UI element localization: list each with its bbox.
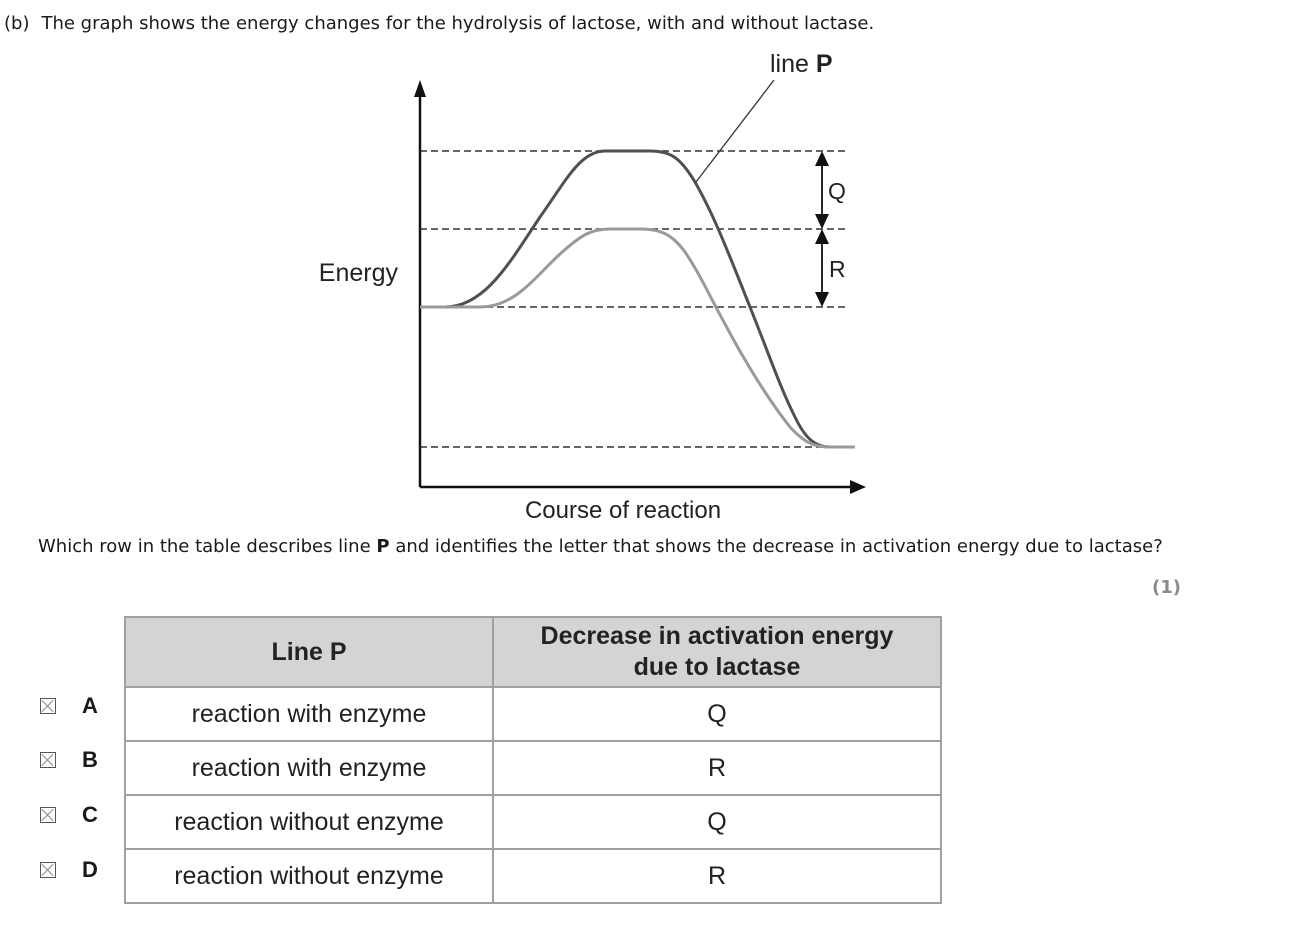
r-label: R: [829, 256, 846, 282]
cell-decrease: R: [492, 740, 942, 796]
cell-decrease: Q: [492, 794, 942, 850]
x-axis-arrowhead: [850, 480, 866, 494]
option-d-checkbox[interactable]: [40, 862, 56, 878]
header-decrease-line-2: due to lactase: [633, 653, 801, 681]
q-arrow-head-up: [815, 151, 829, 166]
prompt-text-start: Which row in the table describes line: [38, 536, 377, 557]
question-prompt: Which row in the table describes line P …: [38, 536, 1163, 557]
header-line-p: Line P: [124, 616, 494, 688]
energy-graph: line P Q R Energy Course of reaction: [300, 42, 900, 532]
cell-line-p: reaction without enzyme: [124, 848, 494, 904]
q-label-box: [826, 176, 850, 204]
option-a-checkbox[interactable]: [40, 698, 56, 714]
option-d[interactable]: D: [40, 857, 98, 882]
option-a[interactable]: A: [40, 693, 98, 718]
q-arrow-head-down: [815, 214, 829, 229]
table-row: reaction with enzyme Q: [124, 686, 942, 742]
energy-graph-svg: line P Q R Energy Course of reaction: [319, 50, 866, 524]
option-a-letter: A: [82, 693, 98, 718]
r-arrow-head-up: [815, 229, 829, 244]
curve-line-p: [420, 149, 855, 449]
cell-line-p: reaction with enzyme: [124, 686, 494, 742]
q-label: Q: [828, 178, 846, 204]
cell-line-p: reaction without enzyme: [124, 794, 494, 850]
option-b-checkbox[interactable]: [40, 752, 56, 768]
table-row: reaction without enzyme R: [124, 848, 942, 904]
option-d-letter: D: [82, 857, 98, 882]
option-c-letter: C: [82, 802, 98, 827]
question-text: (b) The graph shows the energy changes fo…: [4, 13, 874, 34]
option-c-checkbox[interactable]: [40, 807, 56, 823]
table-header-row: Line P Decrease in activation energy due…: [124, 616, 942, 688]
answer-table: Line P Decrease in activation energy due…: [124, 616, 942, 904]
option-b[interactable]: B: [40, 747, 98, 772]
question-body: The graph shows the energy changes for t…: [41, 13, 875, 34]
option-b-letter: B: [82, 747, 98, 772]
cell-decrease: R: [492, 848, 942, 904]
x-axis-label: Course of reaction: [525, 497, 721, 524]
table-row: reaction without enzyme Q: [124, 794, 942, 850]
prompt-text-end: and identifies the letter that shows the…: [389, 536, 1163, 557]
curve-with-enzyme: [420, 227, 855, 449]
prompt-line-letter: P: [376, 536, 390, 557]
y-axis-arrowhead: [414, 80, 426, 97]
r-arrow-head-down: [815, 292, 829, 307]
r-label-box: [826, 254, 850, 282]
line-p-pointer: [695, 79, 775, 183]
marks-label: (1): [1152, 577, 1181, 598]
option-c[interactable]: C: [40, 802, 98, 827]
line-p-label: line P: [770, 50, 833, 78]
cell-decrease: Q: [492, 686, 942, 742]
table-row: reaction with enzyme R: [124, 740, 942, 796]
header-decrease: Decrease in activation energy due to lac…: [492, 616, 942, 688]
question-part: (b): [4, 13, 30, 34]
header-decrease-line-1: Decrease in activation energy: [540, 622, 894, 650]
cell-line-p: reaction with enzyme: [124, 740, 494, 796]
y-axis-label: Energy: [319, 259, 399, 287]
